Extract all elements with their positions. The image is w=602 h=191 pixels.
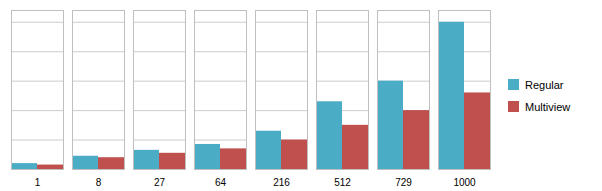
svg-text:1: 1: [35, 177, 41, 188]
html-text:Multiview: Multiview: [525, 100, 571, 113]
svg-text:64: 64: [215, 177, 227, 188]
svg-text:8: 8: [96, 177, 102, 188]
svg-text:1000: 1000: [453, 177, 476, 188]
svg-text:216: 216: [273, 177, 290, 188]
svg-text:512: 512: [334, 177, 351, 188]
svg-text:729: 729: [395, 177, 412, 188]
html-text:Regular: Regular: [525, 78, 564, 91]
svg-text:27: 27: [154, 177, 166, 188]
